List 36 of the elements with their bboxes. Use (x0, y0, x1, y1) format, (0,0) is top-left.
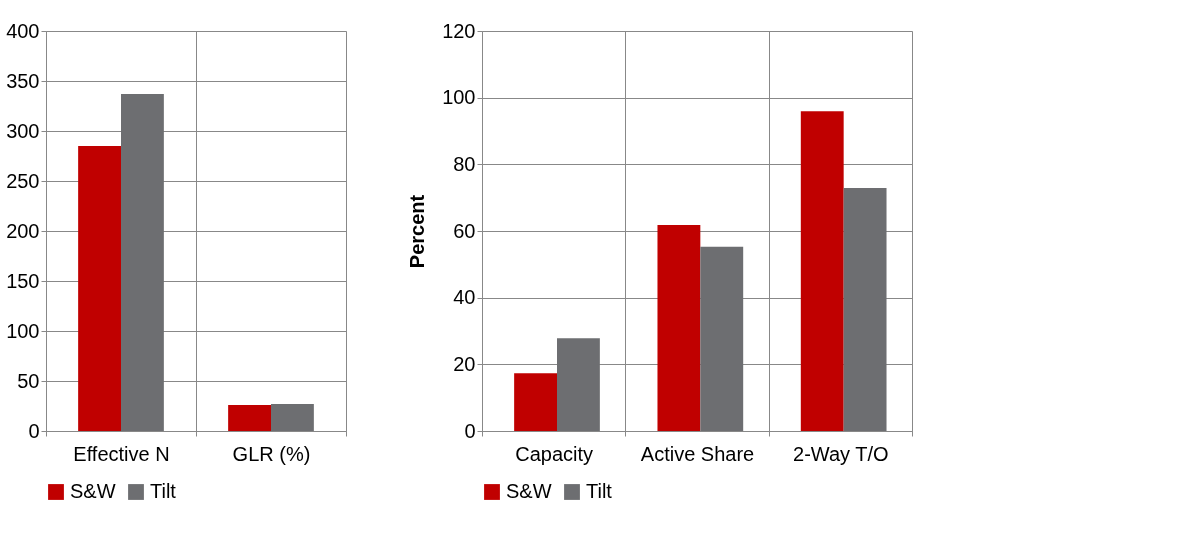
y-tick-label: 250 (6, 169, 40, 192)
bar (121, 94, 164, 431)
y-tick-label: 100 (6, 319, 40, 342)
y-tick-label: 200 (6, 219, 40, 242)
bar (78, 146, 121, 431)
x-tick-label: GLR (%) (232, 442, 311, 465)
y-tick-label: 80 (453, 152, 476, 175)
bar (843, 188, 887, 431)
bar (700, 246, 744, 431)
y-tick-label: 100 (442, 86, 476, 109)
y-tick-label: 350 (6, 69, 40, 92)
x-tick-label: 2-Way T/O (793, 442, 889, 465)
legend-label: Tilt (150, 480, 177, 502)
bar (800, 111, 844, 431)
legend-label: S&W (506, 480, 552, 502)
y-tick-label: 400 (6, 19, 40, 42)
bar (271, 404, 314, 431)
y-tick-label: 0 (464, 419, 476, 442)
y-tick-label: 60 (453, 219, 476, 242)
y-tick-label: 150 (6, 269, 40, 292)
y-tick-label: 50 (17, 369, 40, 392)
legend-label: S&W (70, 480, 116, 502)
bar (557, 338, 600, 431)
x-tick-label: Capacity (515, 442, 594, 465)
x-tick-label: Effective N (73, 442, 170, 465)
x-tick-label: Active Share (640, 442, 755, 465)
y-tick-label: 300 (6, 119, 40, 142)
y-tick-label: 120 (442, 19, 476, 42)
y-tick-label: 0 (28, 419, 40, 442)
y-axis-title: Percent (406, 194, 429, 269)
bar (228, 405, 271, 431)
bar (657, 225, 701, 431)
bar (514, 373, 557, 431)
y-tick-label: 40 (453, 286, 476, 309)
y-tick-label: 20 (453, 352, 476, 375)
legend-label: Tilt (586, 480, 613, 502)
